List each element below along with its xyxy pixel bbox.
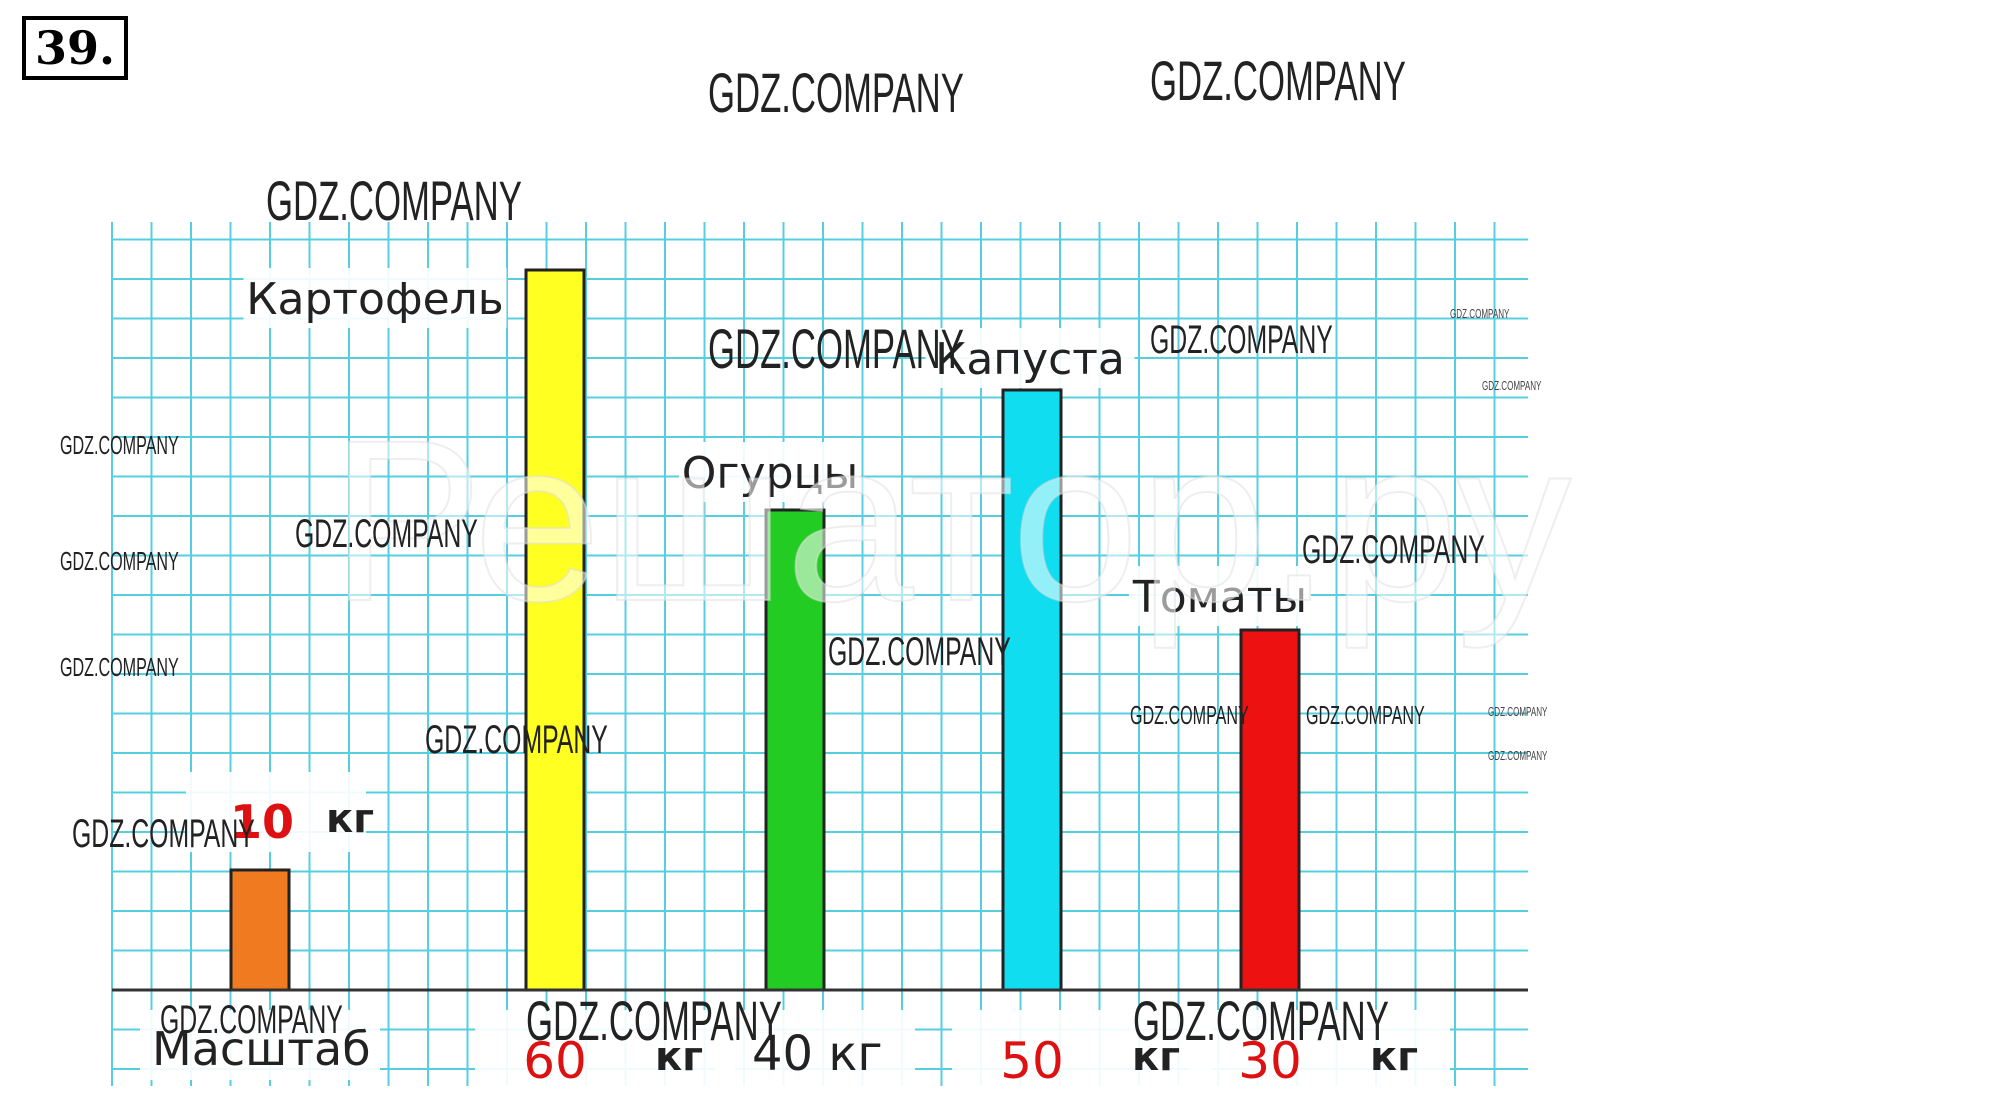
value-unit-2: кг: [655, 1034, 703, 1080]
watermark-text: GDZ.COMPANY: [526, 989, 782, 1052]
watermark-text: GDZ.COMPANY: [1130, 700, 1249, 730]
bar-1: [229, 868, 291, 992]
bar-2: [524, 268, 586, 992]
watermark-text: GDZ.COMPANY: [72, 812, 255, 856]
category-label-5: Томаты: [1132, 572, 1307, 623]
task-number: 39.: [22, 16, 128, 80]
watermark-text: GDZ.COMPANY: [60, 652, 179, 682]
category-label-scale: Масштаб: [152, 1022, 371, 1076]
value-label-5: 30: [1238, 1032, 1302, 1090]
label-background: [475, 1010, 735, 1088]
category-label-2: Картофель: [246, 274, 503, 325]
bar-5: [1239, 628, 1301, 992]
bar-4: [1001, 388, 1063, 992]
label-background: [243, 268, 507, 328]
watermark-text: GDZ.COMPANY: [1150, 318, 1333, 362]
label-background: [140, 1010, 380, 1080]
label-background: [952, 1010, 1212, 1088]
watermark-text: GDZ.COMPANY: [1450, 306, 1510, 321]
watermark-text: GDZ.COMPANY: [425, 718, 608, 762]
watermark-text: GDZ.COMPANY: [1488, 748, 1548, 763]
watermark-text: GDZ.COMPANY: [160, 998, 343, 1042]
value-label-3: 40 кг: [752, 1026, 883, 1082]
scale-unit: кг: [326, 796, 374, 842]
watermark-text: GDZ.COMPANY: [708, 61, 964, 124]
category-label-3: Огурцы: [682, 448, 858, 499]
label-background: [925, 328, 1135, 388]
label-background: [1190, 1010, 1450, 1088]
watermark-text: GDZ.COMPANY: [1133, 989, 1389, 1052]
value-label-2: 60: [523, 1032, 587, 1090]
label-background: [715, 1010, 915, 1088]
value-unit-5: кг: [1370, 1034, 1418, 1080]
category-label-4: Капуста: [935, 334, 1125, 385]
labels: Масштаб Картофель Огурцы Капуста Томаты 10 кг 6…: [140, 268, 1450, 1090]
watermark-text: GDZ.COMPANY: [295, 512, 478, 556]
watermark-text: GDZ.COMPANY: [266, 169, 522, 232]
watermark-text: GDZ.COMPANY: [60, 546, 179, 576]
watermark-text: GDZ.COMPANY: [1482, 378, 1542, 393]
watermark-text: GDZ.COMPANY: [1306, 700, 1425, 730]
watermark-text: GDZ.COMPANY: [708, 317, 964, 380]
background-watermark: Решатор.ру: [330, 392, 1571, 649]
label-background: [679, 442, 861, 502]
label-background: [186, 772, 366, 852]
label-background: [1129, 566, 1311, 626]
watermark-text: GDZ.COMPANY: [828, 630, 1011, 674]
watermark-text: GDZ.COMPANY: [1488, 704, 1548, 719]
bars: [229, 268, 1301, 992]
watermark-text: GDZ.COMPANY: [1150, 49, 1406, 112]
watermark-text: GDZ.COMPANY: [60, 430, 179, 460]
bar-3: [764, 508, 826, 992]
watermark-text: GDZ.COMPANY: [1302, 528, 1485, 572]
value-label-4: 50: [1000, 1032, 1064, 1090]
scale-value: 10: [230, 795, 294, 849]
value-unit-4: кг: [1132, 1034, 1180, 1080]
